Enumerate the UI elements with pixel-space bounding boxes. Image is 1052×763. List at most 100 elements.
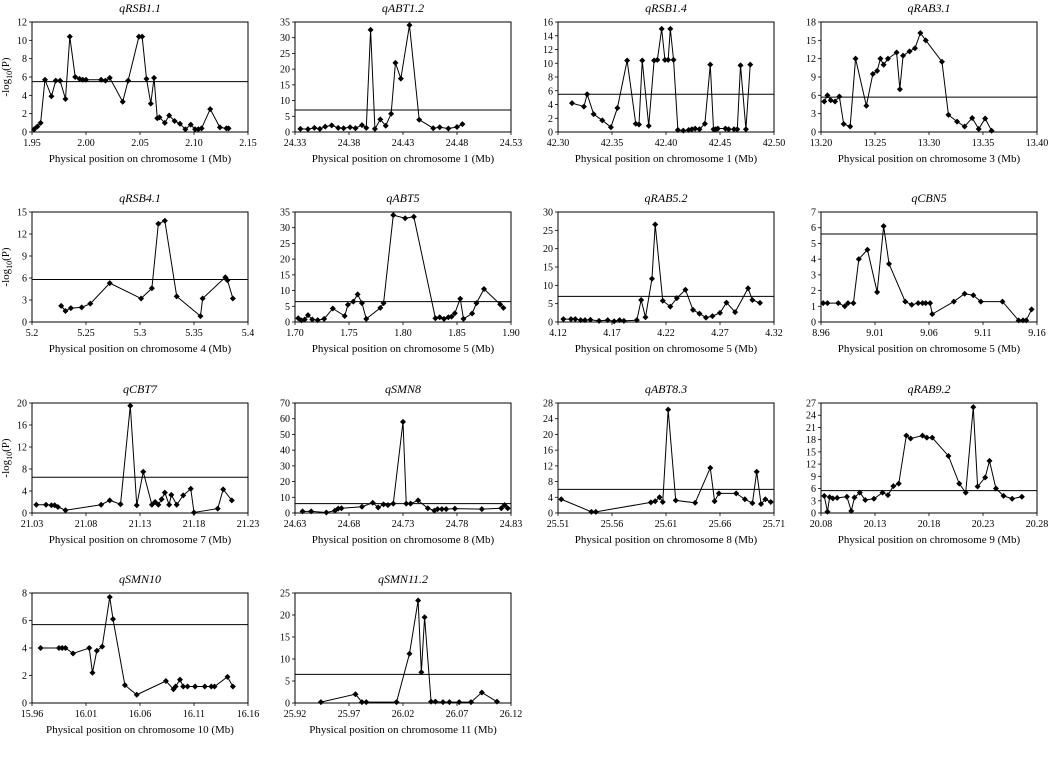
data-point	[915, 300, 922, 307]
data-point	[667, 303, 674, 310]
data-point	[110, 616, 116, 623]
panel-qrab3-1: qRAB3.1 0 3 6 9 12 15 18 13.20 13.25 13.30 13.35 13.…	[789, 0, 1052, 190]
data-point	[927, 300, 934, 307]
data-point	[908, 301, 915, 308]
plot-frame	[557, 402, 775, 514]
data-point	[406, 22, 413, 29]
data-point	[923, 434, 930, 441]
data-point	[358, 122, 365, 129]
x-tick-label: 16.06	[129, 709, 152, 720]
y-axis-label-sub: 10	[5, 71, 14, 79]
data-point	[975, 125, 982, 132]
data-point	[229, 683, 236, 690]
data-point	[224, 277, 231, 284]
data-point	[856, 489, 863, 496]
data-point	[560, 316, 567, 323]
data-point	[500, 304, 507, 311]
y-tick-label: 15	[806, 36, 816, 47]
data-point	[911, 45, 918, 52]
y-tick-label: 0	[285, 128, 290, 139]
y-tick-label: 9	[811, 73, 816, 84]
data-point	[445, 125, 452, 132]
data-point	[400, 418, 406, 425]
y-tick-label: 27	[806, 399, 816, 410]
x-tick-label: 1.95	[23, 138, 41, 149]
y-tick-label: 18	[806, 435, 816, 446]
data-point	[358, 699, 365, 706]
data-point	[692, 125, 699, 132]
data-point	[214, 505, 221, 512]
data-point	[478, 506, 485, 513]
data-point	[106, 497, 113, 504]
data-point	[497, 301, 504, 308]
series-line	[302, 421, 509, 514]
data-point	[79, 76, 86, 83]
data-point	[848, 507, 855, 514]
y-tick-label: 4	[548, 100, 553, 111]
data-point	[328, 122, 335, 129]
y-tick-label: 4	[22, 91, 27, 102]
data-point	[377, 304, 384, 311]
chart-title: qRAB3.1	[908, 1, 951, 15]
y-tick-label: 5	[811, 239, 816, 250]
y-tick-label: 5	[548, 299, 553, 310]
plot-frame	[294, 402, 512, 514]
plot-frame	[31, 402, 249, 514]
data-point	[192, 126, 199, 133]
data-point	[824, 92, 831, 99]
y-tick-label: 16	[543, 446, 553, 457]
data-point	[652, 498, 659, 505]
data-point	[428, 698, 435, 705]
x-axis-label: Physical position on chromosome 8 (Mb)	[312, 534, 495, 546]
data-point	[201, 683, 208, 690]
data-point	[577, 317, 584, 324]
y-tick-label: 4	[548, 493, 553, 504]
y-tick-label: 12	[806, 460, 816, 471]
panel-qabt1-2: qABT1.2 0 5 10 15 20 25 30 35 24.33 24.38 24.43 24.4…	[263, 0, 526, 190]
data-point	[329, 305, 336, 312]
y-tick-label: 10	[17, 36, 27, 47]
data-point	[896, 86, 903, 93]
data-point	[403, 500, 410, 507]
data-point	[725, 126, 732, 133]
x-tick-label: 20.08	[810, 519, 833, 530]
data-point	[762, 496, 769, 503]
data-point	[970, 292, 977, 299]
data-point	[133, 691, 140, 698]
data-point	[588, 508, 595, 515]
x-tick-label: 21.03	[21, 519, 44, 530]
data-point	[102, 77, 109, 84]
data-point	[162, 678, 169, 684]
data-point	[880, 61, 887, 68]
data-point	[34, 123, 41, 130]
data-point	[127, 402, 134, 409]
x-tick-label: 9.06	[920, 328, 938, 339]
data-point	[106, 280, 113, 287]
chart-qsmn11-2: qSMN11.2 0 5 10 15 20 25 25.92 25.97 26.02 26.07 26…	[280, 572, 523, 736]
x-tick-label: 26.12	[500, 709, 523, 720]
x-tick-label: 24.38	[338, 138, 361, 149]
data-point	[680, 127, 687, 134]
series-line	[823, 31, 993, 132]
data-point	[850, 300, 857, 307]
y-tick-label: 5	[285, 302, 290, 313]
data-point	[397, 75, 404, 82]
x-tick-label: 21.23	[237, 519, 260, 530]
data-point	[504, 505, 511, 512]
x-axis-label: Physical position on chromosome 11 (Mb)	[309, 724, 497, 736]
chart-title: qABT1.2	[382, 1, 424, 15]
x-tick-label: 21.13	[129, 519, 152, 530]
y-tick-label: 16	[17, 421, 27, 432]
y-tick-label: 20	[543, 244, 553, 255]
y-tick-label: 4	[22, 644, 27, 655]
data-point	[439, 699, 446, 706]
y-tick-label: 9	[22, 252, 27, 263]
data-point	[982, 474, 989, 481]
y-tick-label: 0	[22, 509, 27, 520]
y-axis-label-sub: 10	[5, 452, 14, 460]
x-tick-label: 4.12	[549, 328, 567, 339]
data-point	[903, 432, 910, 439]
data-point	[851, 494, 858, 501]
series-line	[300, 25, 463, 131]
data-point	[58, 302, 65, 309]
